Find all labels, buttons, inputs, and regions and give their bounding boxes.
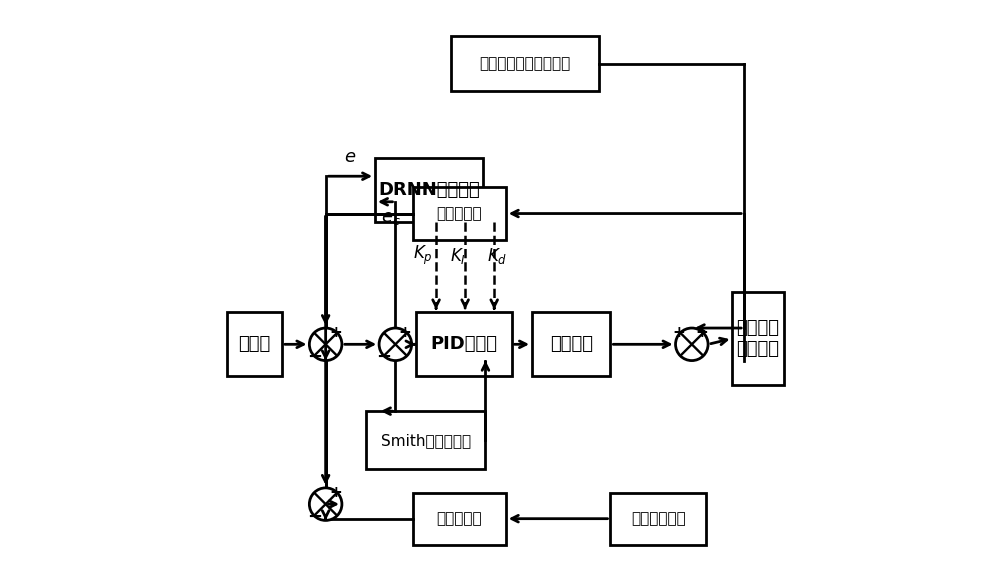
Circle shape — [379, 328, 412, 360]
Circle shape — [309, 488, 342, 520]
Circle shape — [676, 328, 708, 360]
Text: −: − — [307, 508, 322, 526]
Text: $K_p$: $K_p$ — [413, 244, 433, 267]
Text: +: + — [329, 325, 342, 340]
Text: PID控制器: PID控制器 — [430, 335, 497, 353]
Text: +: + — [329, 485, 342, 500]
Bar — [451, 36, 599, 92]
Text: −: − — [307, 348, 322, 366]
Bar — [610, 492, 706, 545]
Text: +: + — [672, 325, 685, 340]
Bar — [366, 411, 485, 470]
Text: 环境空气温度: 环境空气温度 — [631, 511, 686, 526]
Text: $e_c$: $e_c$ — [381, 208, 401, 227]
Text: 调温系统: 调温系统 — [550, 335, 593, 353]
Text: −: − — [376, 348, 392, 366]
Bar — [416, 312, 512, 376]
Bar — [413, 187, 506, 239]
Circle shape — [309, 328, 342, 360]
Text: DRNN神经网络: DRNN神经网络 — [378, 181, 480, 199]
Bar — [375, 158, 483, 223]
Text: Smith预估补偿器: Smith预估补偿器 — [381, 433, 471, 448]
Text: 储热装置出口温度波动: 储热装置出口温度波动 — [479, 57, 570, 71]
Text: $K_d$: $K_d$ — [487, 246, 507, 266]
Text: 余热排放
出口温度: 余热排放 出口温度 — [737, 319, 780, 358]
Bar — [732, 292, 784, 385]
Text: $e$: $e$ — [344, 148, 356, 166]
Text: 设定值: 设定值 — [238, 335, 271, 353]
Bar — [532, 312, 610, 376]
Text: $K_I$: $K_I$ — [450, 246, 466, 266]
Text: +: + — [695, 325, 708, 340]
Bar — [227, 312, 282, 376]
Text: 温度传感器: 温度传感器 — [437, 511, 482, 526]
Text: 温度传感器: 温度传感器 — [437, 206, 482, 221]
Text: +: + — [399, 325, 412, 340]
Bar — [413, 492, 506, 545]
